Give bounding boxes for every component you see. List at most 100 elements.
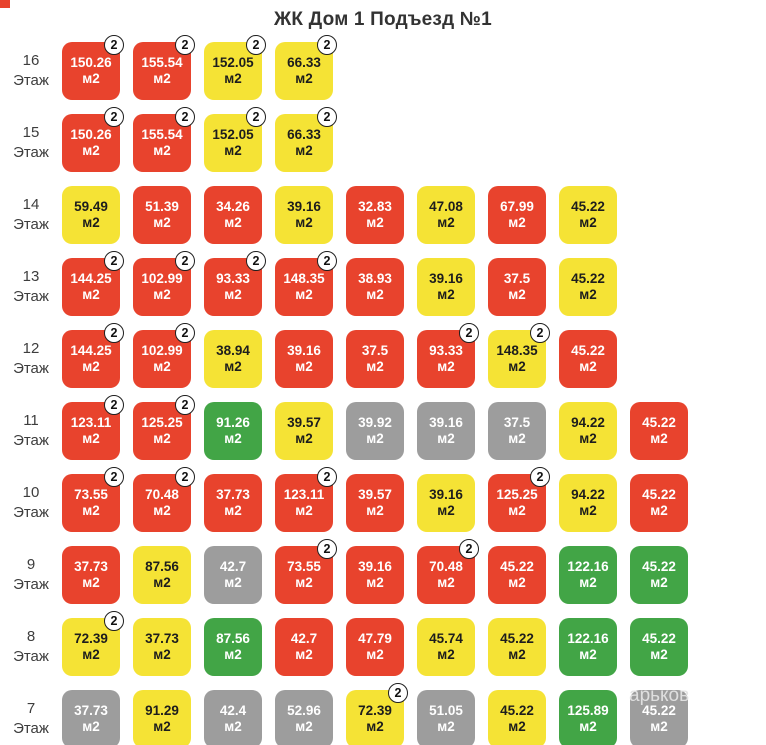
- unit-tile[interactable]: 148.35 м2 2: [488, 323, 550, 388]
- unit-tile[interactable]: 125.89 м2: [559, 690, 617, 745]
- unit-tile[interactable]: 38.93 м2: [346, 258, 404, 316]
- unit-area-suffix: м2: [82, 359, 100, 374]
- unit-tile[interactable]: 42.7 м2: [204, 546, 262, 604]
- unit-tile[interactable]: 70.48 м2 2: [417, 539, 479, 604]
- unit-tile[interactable]: 39.57 м2: [346, 474, 404, 532]
- unit-tile[interactable]: 59.49 м2: [62, 186, 120, 244]
- unit-area-suffix: м2: [82, 431, 100, 446]
- unit-tile[interactable]: 39.16 м2: [417, 258, 475, 316]
- floor-number: 11: [23, 412, 39, 429]
- unit-tile[interactable]: 45.22 м2: [488, 546, 546, 604]
- unit-tile[interactable]: 122.16 м2: [559, 618, 617, 676]
- unit-area: 45.22: [500, 631, 534, 646]
- unit-tile[interactable]: 122.16 м2: [559, 546, 617, 604]
- unit-tile[interactable]: 39.16 м2: [275, 330, 333, 388]
- unit-tile[interactable]: 91.29 м2: [133, 690, 191, 745]
- unit-area: 45.22: [571, 271, 605, 286]
- unit-tile[interactable]: 38.94 м2: [204, 330, 262, 388]
- unit-tile[interactable]: 155.54 м2 2: [133, 35, 195, 100]
- unit-tile[interactable]: 45.22 м2: [488, 690, 546, 745]
- unit-tile[interactable]: 45.22 м2: [559, 186, 617, 244]
- unit-tile[interactable]: 123.11 м2 2: [62, 395, 124, 460]
- unit-tile[interactable]: 72.39 м2 2: [346, 683, 408, 745]
- unit-area-suffix: м2: [295, 431, 313, 446]
- unit-tile[interactable]: 125.25 м2 2: [488, 467, 550, 532]
- unit-tile[interactable]: 144.25 м2 2: [62, 251, 124, 316]
- unit-tile[interactable]: 45.22 м2: [630, 546, 688, 604]
- unit-tile[interactable]: 34.26 м2: [204, 186, 262, 244]
- unit-area: 152.05: [212, 55, 254, 70]
- unit-tile[interactable]: 66.33 м2 2: [275, 107, 337, 172]
- unit-area-suffix: м2: [153, 719, 171, 734]
- unit-tile[interactable]: 125.25 м2 2: [133, 395, 195, 460]
- unit-tile[interactable]: 52.96 м2: [275, 690, 333, 745]
- unit-tile[interactable]: 45.22 м2: [630, 618, 688, 676]
- unit-tile[interactable]: 39.16 м2: [417, 474, 475, 532]
- unit-tile[interactable]: 37.5 м2: [488, 258, 546, 316]
- unit-tile[interactable]: 37.5 м2: [346, 330, 404, 388]
- unit-tile[interactable]: 91.26 м2: [204, 402, 262, 460]
- unit-tile[interactable]: 70.48 м2 2: [133, 467, 195, 532]
- unit-tile[interactable]: 51.39 м2: [133, 186, 191, 244]
- unit-tile[interactable]: 152.05 м2 2: [204, 107, 266, 172]
- floor-row: 16 Этаж 150.26 м2 2 155.54 м2 2 152.05 м2 2 66.33 м2…: [0, 35, 701, 100]
- unit-tile[interactable]: 66.33 м2 2: [275, 35, 337, 100]
- unit-area-suffix: м2: [224, 575, 242, 590]
- unit-area-suffix: м2: [82, 503, 100, 518]
- unit-tile[interactable]: 39.57 м2: [275, 402, 333, 460]
- unit-area: 72.39: [358, 703, 392, 718]
- unit-tile[interactable]: 94.22 м2: [559, 402, 617, 460]
- unit-area: 39.16: [287, 343, 321, 358]
- unit-tile[interactable]: 150.26 м2 2: [62, 35, 124, 100]
- unit-tile[interactable]: 47.08 м2: [417, 186, 475, 244]
- unit-tile[interactable]: 152.05 м2 2: [204, 35, 266, 100]
- unit-area-suffix: м2: [437, 215, 455, 230]
- unit-tile[interactable]: 94.22 м2: [559, 474, 617, 532]
- unit-tile[interactable]: 155.54 м2 2: [133, 107, 195, 172]
- unit-tile[interactable]: 45.22 м2: [488, 618, 546, 676]
- unit-area-suffix: м2: [153, 503, 171, 518]
- unit-tile[interactable]: 37.5 м2: [488, 402, 546, 460]
- unit-tile[interactable]: 37.73 м2: [62, 546, 120, 604]
- unit-tile[interactable]: 123.11 м2 2: [275, 467, 337, 532]
- unit-tile[interactable]: 93.33 м2 2: [204, 251, 266, 316]
- unit-tile[interactable]: 39.16 м2: [275, 186, 333, 244]
- unit-tile[interactable]: 32.83 м2: [346, 186, 404, 244]
- unit-tile[interactable]: 45.22 м2: [559, 330, 617, 388]
- unit-tile[interactable]: 37.73 м2: [133, 618, 191, 676]
- unit-tile[interactable]: 39.92 м2: [346, 402, 404, 460]
- unit-area: 45.74: [429, 631, 463, 646]
- unit-tile[interactable]: 37.73 м2: [204, 474, 262, 532]
- unit-tile[interactable]: 51.05 м2: [417, 690, 475, 745]
- unit-tile[interactable]: 42.7 м2: [275, 618, 333, 676]
- unit-tile[interactable]: 37.73 м2: [62, 690, 120, 745]
- unit-area-suffix: м2: [224, 143, 242, 158]
- unit-tile[interactable]: 45.22 м2: [630, 474, 688, 532]
- unit-tile[interactable]: 67.99 м2: [488, 186, 546, 244]
- unit-tile[interactable]: 102.99 м2 2: [133, 323, 195, 388]
- unit-tile[interactable]: 102.99 м2 2: [133, 251, 195, 316]
- unit-tile[interactable]: 73.55 м2 2: [275, 539, 337, 604]
- floor-label: 7 Этаж: [0, 699, 62, 739]
- unit-tile[interactable]: 87.56 м2: [133, 546, 191, 604]
- unit-tile[interactable]: 45.22 м2: [559, 258, 617, 316]
- unit-tile[interactable]: 45.22 м2: [630, 690, 688, 745]
- unit-tile[interactable]: 42.4 м2: [204, 690, 262, 745]
- unit-tile[interactable]: 148.35 м2 2: [275, 251, 337, 316]
- unit-tile[interactable]: 39.16 м2: [417, 402, 475, 460]
- unit-tile[interactable]: 93.33 м2 2: [417, 323, 479, 388]
- unit-tile[interactable]: 47.79 м2: [346, 618, 404, 676]
- unit-tile[interactable]: 73.55 м2 2: [62, 467, 124, 532]
- floor-grid: 16 Этаж 150.26 м2 2 155.54 м2 2 152.05 м2 2 66.33 м2…: [0, 35, 701, 745]
- unit-area-suffix: м2: [508, 287, 526, 302]
- unit-area: 45.22: [642, 703, 676, 718]
- floor-number: 10: [22, 484, 40, 501]
- unit-tile[interactable]: 150.26 м2 2: [62, 107, 124, 172]
- unit-tile[interactable]: 87.56 м2: [204, 618, 262, 676]
- unit-area-suffix: м2: [82, 575, 100, 590]
- unit-tile[interactable]: 72.39 м2 2: [62, 611, 124, 676]
- unit-tile[interactable]: 45.74 м2: [417, 618, 475, 676]
- unit-tile[interactable]: 45.22 м2: [630, 402, 688, 460]
- unit-tile[interactable]: 144.25 м2 2: [62, 323, 124, 388]
- unit-tile[interactable]: 39.16 м2: [346, 546, 404, 604]
